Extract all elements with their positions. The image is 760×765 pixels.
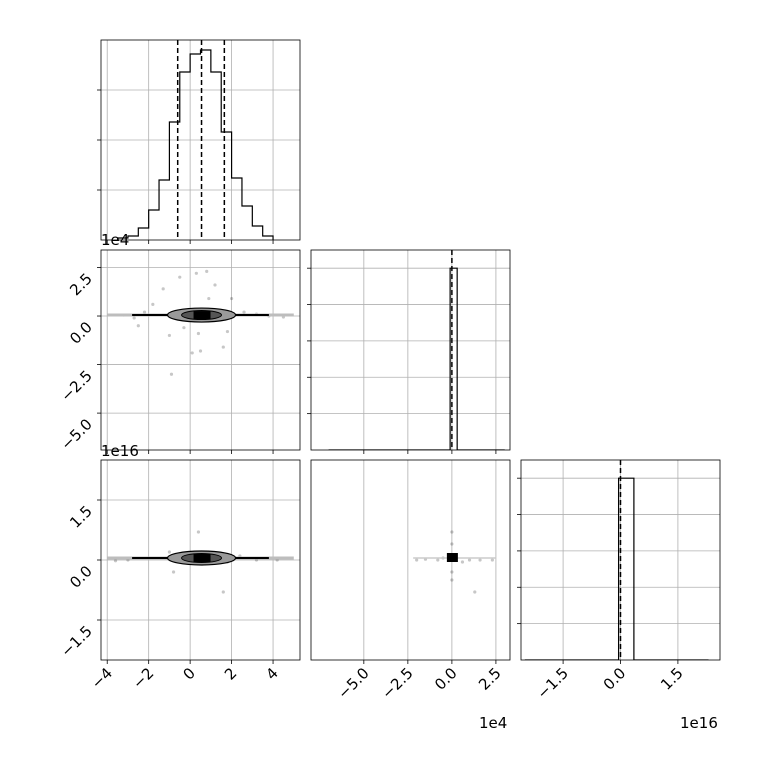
scatter-point — [196, 331, 201, 336]
scatter-point — [207, 296, 211, 301]
scatter-point — [450, 542, 454, 546]
y-tick-label: 2.5 — [66, 270, 96, 300]
offset-label-col2: 1e16 — [680, 714, 718, 732]
scatter-point — [190, 351, 194, 355]
scatter-point — [142, 310, 147, 314]
scatter-point — [467, 558, 472, 562]
density-core — [193, 311, 211, 320]
panel-plot-area — [101, 460, 300, 660]
histogram-step-line — [524, 477, 709, 660]
density-core — [446, 553, 458, 562]
histogram-bar — [138, 228, 148, 240]
panel-frame — [100, 39, 301, 241]
scatter-point — [478, 558, 482, 562]
scatter-point — [221, 345, 225, 349]
panel-plot-area — [521, 460, 720, 660]
histogram-bar — [242, 206, 252, 240]
histogram-bar — [149, 210, 159, 240]
x-tick-label: 0 — [179, 664, 198, 683]
x-tick-label: −5.0 — [334, 664, 372, 702]
histogram-bar — [252, 226, 262, 240]
scatter-point — [132, 316, 136, 320]
x-tick-label: 1.5 — [657, 664, 687, 694]
x-tick-label: 2 — [221, 664, 240, 683]
x-tick-label: 0.0 — [600, 664, 630, 694]
y-tick-label: 0.0 — [66, 562, 96, 592]
scatter-point — [167, 550, 172, 554]
scatter-point — [450, 570, 454, 574]
y-tick-label: 1.5 — [66, 502, 96, 532]
y-tick-label: −2.5 — [57, 367, 95, 405]
histogram-step-line — [116, 49, 274, 240]
scatter-point — [178, 275, 182, 279]
histogram-bar — [221, 132, 231, 240]
panel-frame — [100, 249, 301, 451]
histogram-step-line — [328, 267, 505, 450]
scatter-point — [169, 372, 174, 376]
panel-frame — [520, 459, 721, 661]
scatter-point — [473, 590, 477, 594]
scatter-point — [161, 287, 165, 291]
scatter-point — [205, 269, 209, 273]
scatter-point — [460, 560, 465, 564]
panel-0-0 — [97, 39, 301, 244]
scatter-point — [490, 558, 494, 562]
panel-1-1 — [307, 249, 511, 454]
y-tick-label: 0.0 — [66, 318, 96, 348]
panel-2-0: −4 −2 0 2 4 1.5 0.0 −1.5 — [57, 459, 301, 692]
panels-layer: 2.50.0−2.5−5.0−4 −2 0 2 41.50.0−1.5−5.0 −2.5 0… — [57, 39, 721, 703]
histogram-bar — [211, 72, 221, 240]
scatter-point — [242, 310, 246, 314]
scatter-point — [151, 302, 155, 306]
panel-2-1: −5.0 −2.5 0.0 2.5 — [310, 459, 511, 703]
scatter-point — [182, 326, 186, 330]
histogram-bar — [180, 72, 190, 240]
scatter-point — [136, 324, 140, 328]
panel-plot-area — [101, 250, 300, 450]
scatter-point — [167, 333, 172, 338]
y-tick-label: −1.5 — [57, 622, 95, 660]
panel-frame — [100, 459, 301, 661]
histogram-bar — [159, 180, 169, 240]
x-tick-label: 4 — [262, 664, 281, 683]
panel-2-2: −1.5 0.0 1.5 — [517, 459, 721, 703]
scatter-point — [450, 578, 454, 582]
scatter-point — [450, 530, 454, 534]
density-core — [193, 554, 211, 562]
scatter-point — [415, 558, 419, 562]
scatter-point — [221, 590, 225, 594]
x-tick-label: −2 — [129, 664, 157, 692]
panel-frame — [310, 249, 511, 451]
histogram-bar — [190, 54, 200, 240]
scatter-point — [436, 558, 440, 562]
histogram-bar — [232, 178, 242, 240]
scatter-point — [171, 570, 176, 574]
offset-label-row2: 1e16 — [101, 442, 139, 460]
panel-plot-area — [363, 460, 497, 660]
x-tick-label: −4 — [88, 664, 116, 692]
panel-frame — [310, 459, 511, 661]
x-tick-label: −2.5 — [378, 664, 416, 702]
offset-label-col1: 1e4 — [479, 714, 507, 732]
offset-label-row1: 1e4 — [101, 231, 129, 249]
scatter-point — [113, 559, 118, 563]
panel-plot-area — [311, 250, 510, 450]
panel-1-0: 2.5 0.0 −2.5 −5.0 — [57, 249, 301, 454]
scatter-point — [225, 329, 230, 334]
scatter-point — [213, 283, 217, 287]
x-tick-label: −1.5 — [533, 664, 571, 702]
x-tick-label: 2.5 — [475, 664, 505, 694]
scatter-point — [198, 349, 203, 353]
y-tick-label: −5.0 — [57, 415, 95, 453]
scatter-point — [194, 271, 198, 275]
scatter-point — [196, 530, 201, 534]
x-tick-label: 0.0 — [431, 664, 461, 694]
panel-plot-area — [101, 40, 300, 240]
scatter-point — [229, 296, 234, 301]
